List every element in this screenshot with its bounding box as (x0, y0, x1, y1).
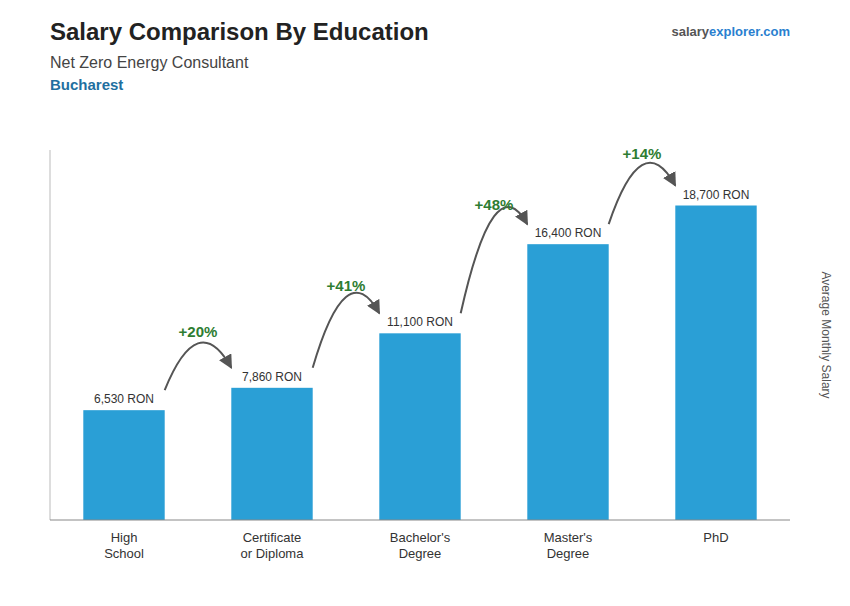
change-label: +48% (475, 196, 514, 213)
x-tick-label: Certificateor Diploma (241, 530, 305, 561)
bar (379, 333, 460, 520)
change-label: +20% (179, 323, 218, 340)
bar (675, 206, 756, 521)
chart-svg: Salary Comparison By Education Net Zero E… (0, 0, 850, 606)
bar (231, 388, 312, 520)
x-axis-line (50, 520, 790, 521)
bar (83, 410, 164, 520)
title: Salary Comparison By Education (50, 18, 429, 45)
change-arrow (609, 163, 676, 224)
x-tick-label-line: or Diploma (241, 546, 305, 561)
change-arrow (165, 343, 232, 391)
x-tick-label: PhD (703, 530, 728, 545)
chart-container: Salary Comparison By Education Net Zero E… (0, 0, 850, 606)
value-label: 6,530 RON (94, 392, 154, 406)
x-tick-label: Master'sDegree (544, 530, 593, 561)
y-axis-line (50, 150, 51, 520)
x-tick-label-line: Certificate (243, 530, 302, 545)
bar (527, 244, 608, 520)
x-tick-label: HighSchool (104, 530, 144, 561)
x-tick-label-line: Bachelor's (390, 530, 451, 545)
watermark: salaryexplorer.com (671, 24, 790, 39)
value-label: 18,700 RON (683, 188, 750, 202)
subtitle: Net Zero Energy Consultant (50, 54, 249, 71)
x-tick-label-line: Master's (544, 530, 593, 545)
x-tick-label-line: PhD (703, 530, 728, 545)
change-label: +14% (623, 145, 662, 162)
x-tick-label-line: High (111, 530, 138, 545)
x-tick-label-line: Degree (547, 546, 590, 561)
x-tick-label-line: School (104, 546, 144, 561)
value-label: 11,100 RON (387, 315, 453, 329)
watermark-part: explorer.com (709, 24, 790, 39)
change-arrow (313, 293, 380, 368)
change-arrow (461, 207, 528, 313)
bars (83, 206, 756, 521)
x-tick-label: Bachelor'sDegree (390, 530, 451, 561)
x-tick-label-line: Degree (399, 546, 442, 561)
value-label: 7,860 RON (242, 370, 302, 384)
y-axis-label: Average Monthly Salary (819, 271, 833, 398)
change-label: +41% (327, 277, 366, 294)
value-label: 16,400 RON (535, 226, 602, 240)
subtitle: Bucharest (50, 76, 123, 93)
watermark-part: salary (671, 24, 709, 39)
